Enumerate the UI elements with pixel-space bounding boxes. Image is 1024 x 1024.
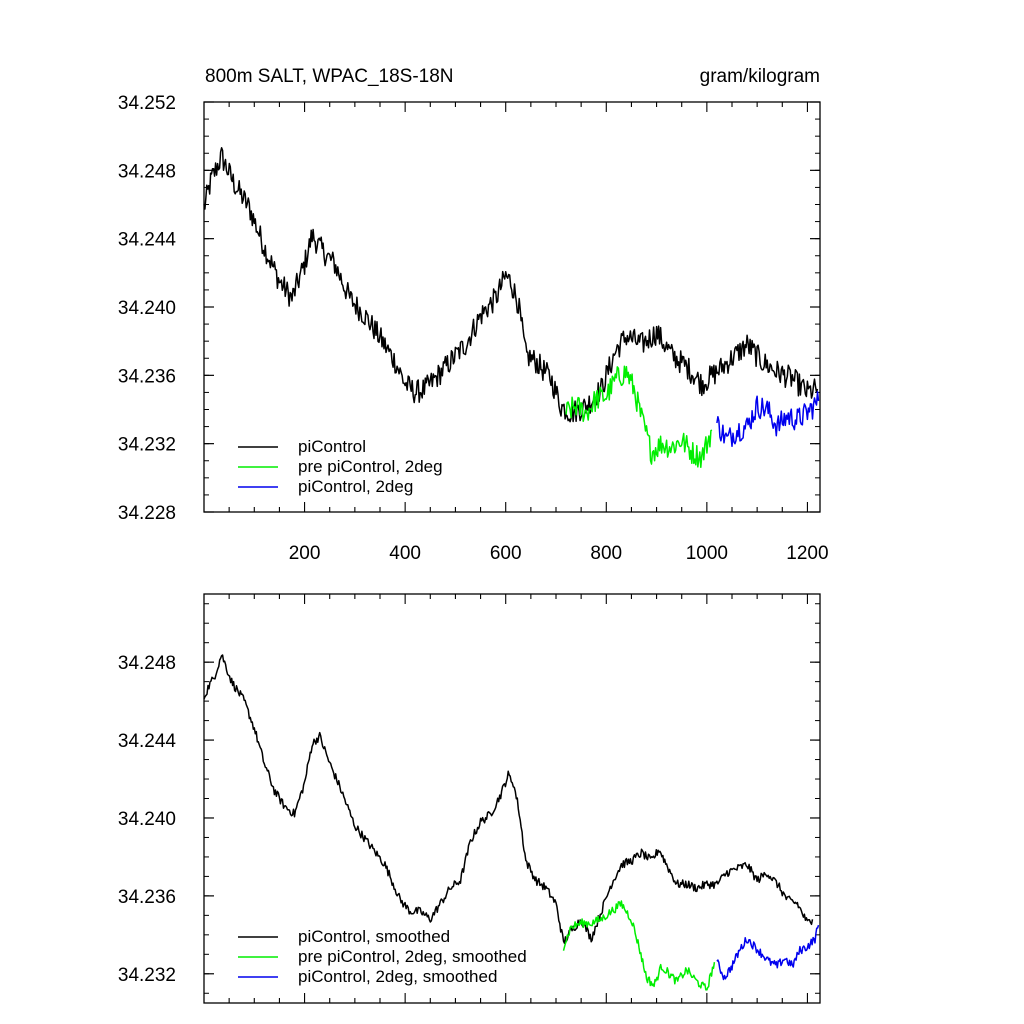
x-tick-label: 800 bbox=[590, 543, 622, 564]
panel-title: 800m SALT, WPAC_18S-18N bbox=[205, 66, 454, 87]
series-line-2 bbox=[562, 900, 716, 991]
y-tick-label: 34.232 bbox=[118, 965, 176, 986]
top-axes: 34.228 34.232 34.236 34.240 34.244 34.248 34.2… bbox=[118, 93, 829, 564]
x-tick-label: 1000 bbox=[686, 543, 728, 564]
bottom-axes: 34.232 34.236 34.240 34.244 34.248 bbox=[118, 594, 820, 1003]
series-line-3 bbox=[716, 924, 820, 981]
y-tick-label: 34.236 bbox=[118, 366, 176, 387]
legend-label: pre piControl, 2deg, smoothed bbox=[298, 947, 527, 966]
y-tick-label: 34.228 bbox=[118, 503, 176, 524]
series-line-3 bbox=[716, 391, 820, 448]
x-tick-label: 600 bbox=[490, 543, 522, 564]
units-label: gram/kilogram bbox=[700, 66, 820, 87]
y-tick-label: 34.252 bbox=[118, 93, 176, 114]
x-tick-label: 1200 bbox=[786, 543, 828, 564]
x-tick-label: 400 bbox=[389, 543, 421, 564]
top-panel: 800m SALT, WPAC_18S-18N gram/kilogram 34… bbox=[118, 66, 829, 564]
y-tick-label: 34.248 bbox=[118, 653, 176, 674]
legend-label: piControl, 2deg bbox=[298, 477, 413, 496]
y-tick-label: 34.240 bbox=[118, 809, 176, 830]
series-line-1 bbox=[203, 654, 814, 945]
y-tick-label: 34.248 bbox=[118, 161, 176, 182]
x-tick-label: 200 bbox=[289, 543, 321, 564]
legend-label: piControl, 2deg, smoothed bbox=[298, 967, 497, 986]
series-line-1 bbox=[203, 147, 819, 423]
bottom-plot-frame bbox=[203, 593, 821, 1004]
series-line-2 bbox=[565, 365, 713, 469]
y-tick-label: 34.244 bbox=[118, 230, 177, 251]
bottom-panel: 34.232 34.236 34.240 34.244 34.248 piControl… bbox=[118, 593, 821, 1004]
y-tick-label: 34.236 bbox=[118, 887, 176, 908]
top-series-lines bbox=[203, 147, 820, 469]
y-tick-label: 34.244 bbox=[118, 731, 177, 752]
legend-label: piControl, smoothed bbox=[298, 927, 450, 946]
y-tick-label: 34.240 bbox=[118, 298, 176, 319]
legend-label: pre piControl, 2deg bbox=[298, 457, 443, 476]
top-plot-frame bbox=[203, 101, 821, 513]
y-tick-label: 34.232 bbox=[118, 435, 176, 456]
legend-label: piControl bbox=[298, 437, 366, 456]
bottom-series-lines bbox=[203, 654, 820, 991]
